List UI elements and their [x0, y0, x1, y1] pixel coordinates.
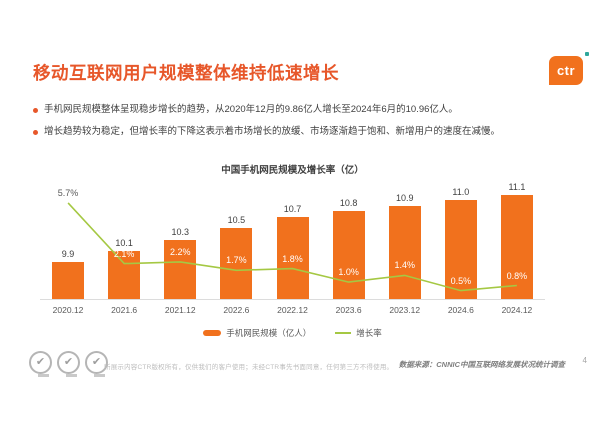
bullet-text: 手机网民规模整体呈现稳步增长的趋势，从2020年12月的9.86亿人增长至202…	[44, 104, 458, 115]
legend-item-bar: 手机网民规模（亿人）	[203, 327, 311, 339]
x-axis-label: 2021.12	[164, 305, 196, 315]
logo-registered-dot-icon	[585, 52, 589, 56]
x-axis-labels: 2020.12 2021.6 2021.12 2022.6 2022.12 2023.6 2…	[40, 300, 545, 316]
certification-badge-icon	[57, 351, 80, 377]
bar-value-label: 11.0	[452, 187, 470, 198]
bar-swatch-icon	[203, 330, 222, 336]
growth-rate-label: 1.8%	[282, 253, 303, 264]
bar-value-label: 10.8	[339, 198, 358, 209]
x-axis-label: 2022.12	[277, 305, 308, 315]
x-axis-label: 2023.6	[335, 305, 362, 315]
x-axis-label: 2024.12	[501, 305, 533, 315]
bar-value-label: 10.7	[283, 204, 302, 215]
growth-rate-label: 2.1%	[113, 248, 135, 259]
bar-value-label: 11.1	[508, 181, 526, 192]
growth-rate-label: 5.7%	[57, 187, 79, 198]
chart-plot-area: 9.9 5.7% 10.1 2.1% 10.3 2.2% 10.5 1.7% 10.7 1.8% 1…	[40, 182, 545, 300]
growth-rate-label: 1.4%	[394, 260, 415, 271]
certification-badge-icon	[29, 351, 52, 377]
bar-2021.12	[164, 239, 197, 299]
bar-2021.6	[108, 251, 141, 299]
bar-2023.6	[332, 211, 365, 299]
copyright-disclaimer: 所展示内容CTR版权所有，仅供我们的客户使用；未经CTR事先书面同意，任何第三方…	[104, 364, 394, 371]
bar-2024.12	[500, 194, 533, 299]
line-swatch-icon	[335, 332, 352, 334]
bar-value-label: 10.9	[395, 192, 414, 203]
x-axis-label: 2020.12	[52, 305, 84, 315]
chart-title: 中国手机网民规模及增长率（亿）	[221, 165, 364, 176]
bullet-item: 增长趋势较为稳定，但增长率的下降这表示着市场增长的放缓、市场逐渐趋于饱和、新增用…	[33, 126, 573, 138]
growth-rate-label: 1.0%	[338, 267, 359, 278]
bar-value-label: 10.1	[115, 238, 133, 248]
bullet-text: 增长趋势较为稳定，但增长率的下降这表示着市场增长的放缓、市场逐渐趋于饱和、新增用…	[44, 126, 501, 137]
ctr-logo: ctr	[549, 52, 589, 85]
bar-2022.6	[220, 228, 253, 299]
growth-rate-label: 1.7%	[226, 255, 247, 266]
legend-bar-label: 手机网民规模（亿人）	[226, 328, 312, 338]
bullet-dot-icon	[33, 129, 38, 135]
ctr-logo-text: ctr	[556, 63, 576, 78]
page-title: 移动互联网用户规模整体维持低速增长	[33, 63, 339, 83]
x-axis-label: 2022.6	[223, 305, 250, 315]
bar-2024.6	[444, 200, 477, 299]
bullet-dot-icon	[33, 107, 38, 113]
bullet-list: 手机网民规模整体呈现稳步增长的趋势，从2020年12月的9.86亿人增长至202…	[33, 104, 573, 148]
chart: 中国手机网民规模及增长率（亿） 9.9 5.7% 10.1 2.1% 10.3 2.2% 1…	[40, 162, 545, 339]
bar-2020.12	[52, 262, 85, 299]
bar-2023.12	[388, 205, 421, 299]
bar-value-label: 10.3	[171, 226, 190, 237]
legend-line-label: 增长率	[356, 328, 382, 338]
growth-rate-label: 0.8%	[506, 270, 528, 281]
x-axis-label: 2021.6	[111, 305, 138, 315]
page-number: 4	[582, 356, 587, 365]
growth-rate-line	[67, 202, 517, 292]
legend-item-line: 增长率	[335, 327, 382, 339]
bar-value-label: 9.9	[61, 249, 75, 260]
certification-badge-icon	[85, 351, 108, 377]
x-axis-label: 2024.6	[447, 305, 474, 315]
x-axis-label: 2023.12	[389, 305, 421, 315]
growth-rate-label: 0.5%	[450, 275, 472, 286]
bar-2022.12	[276, 217, 309, 299]
bar-value-label: 10.5	[227, 215, 246, 226]
chart-legend: 手机网民规模（亿人） 增长率	[40, 327, 545, 339]
growth-rate-label: 2.2%	[170, 246, 191, 257]
certification-badges	[29, 351, 108, 377]
data-source: 数据来源：CNNIC中国互联网络发展状况统计调查	[398, 360, 565, 369]
bullet-item: 手机网民规模整体呈现稳步增长的趋势，从2020年12月的9.86亿人增长至202…	[33, 104, 573, 116]
